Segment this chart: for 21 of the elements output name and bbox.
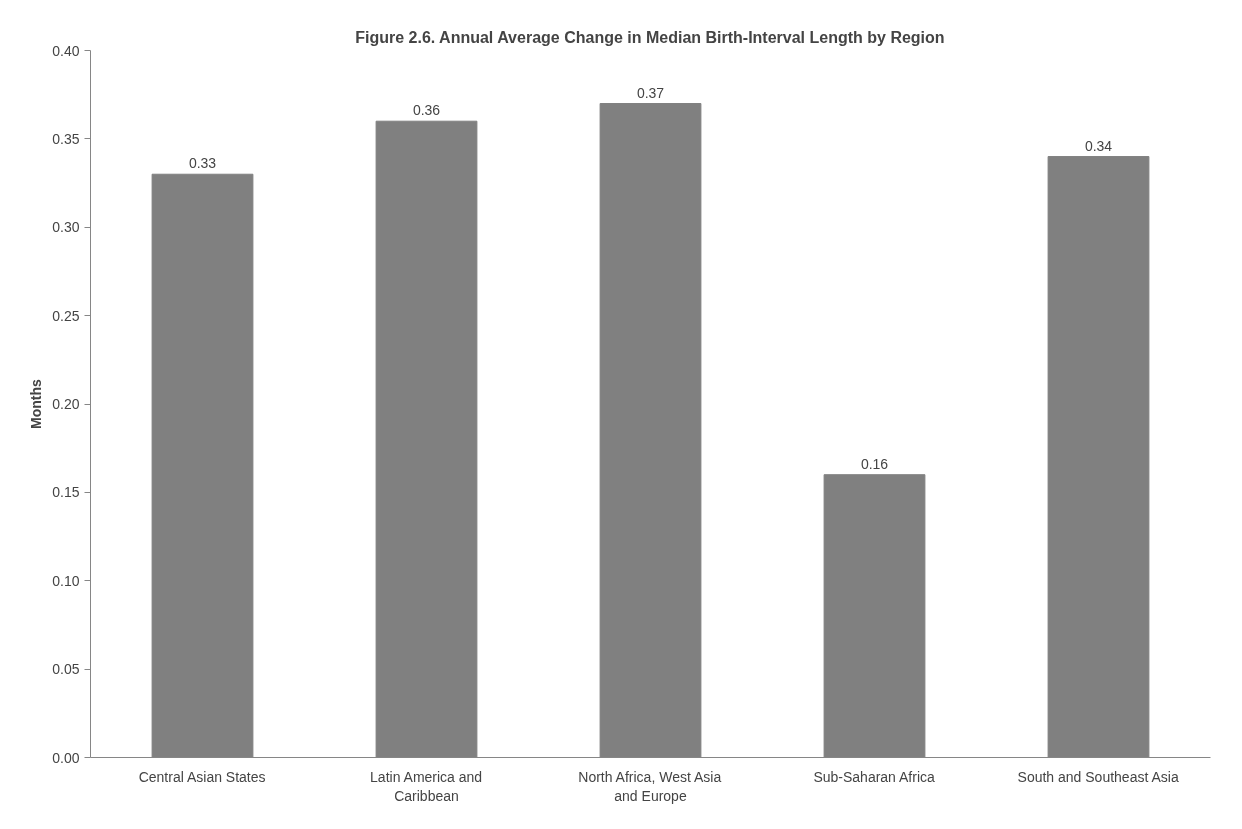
x-tick-label: Central Asian States xyxy=(138,768,266,785)
y-tick-label: 0.35 xyxy=(52,130,80,147)
y-tick-label: 0.40 xyxy=(52,42,80,59)
data-label: 0.37 xyxy=(636,84,665,101)
data-label: 0.34 xyxy=(1084,137,1113,154)
y-tick-label: 0.20 xyxy=(52,396,80,412)
y-tick-label: 0.15 xyxy=(52,484,80,501)
chart-title: Figure 2.6. Annual Average Change in Median Birth-Interval Length by Region xyxy=(355,28,945,46)
x-tick-label: Latin America and Caribbean xyxy=(370,768,483,804)
data-label: 0.33 xyxy=(188,155,217,172)
data-label: 0.36 xyxy=(412,102,441,119)
y-tick-label: 0.10 xyxy=(52,572,80,589)
y-tick-label: 0.30 xyxy=(52,219,80,236)
y-tick-label: 0.00 xyxy=(52,749,80,766)
x-tick-label: North Africa, West Asia and Europe xyxy=(578,768,722,804)
x-tick-label: Sub-Saharan Africa xyxy=(813,768,936,785)
y-axis-title: Months xyxy=(28,378,45,429)
y-tick-label: 0.25 xyxy=(52,307,80,324)
data-label: 0.16 xyxy=(860,455,889,472)
y-tick-label: 0.05 xyxy=(52,661,80,678)
x-tick-label: South and Southeast Asia xyxy=(1017,768,1179,785)
